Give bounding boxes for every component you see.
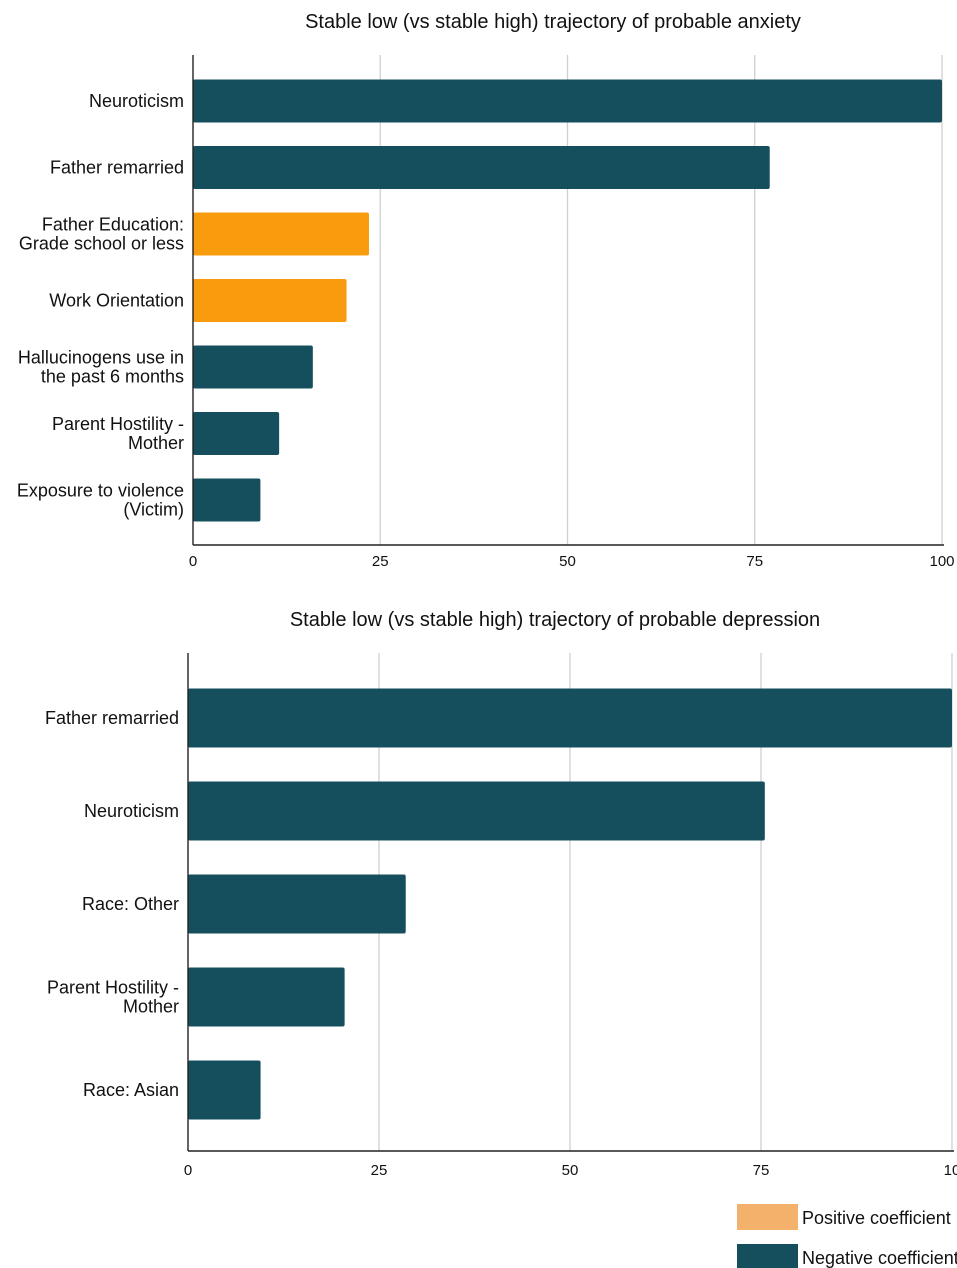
bar [193, 478, 261, 522]
category-label: Father remarried [45, 708, 179, 728]
x-tick-label: 0 [184, 1162, 192, 1179]
legend-swatch-negative [737, 1244, 798, 1268]
legend-label: Negative coefficient [802, 1248, 957, 1268]
depression-chart: Stable low (vs stable high) trajectory o… [45, 609, 957, 1179]
legend-label: Positive coefficient [802, 1208, 951, 1228]
category-label: Work Orientation [49, 291, 184, 311]
x-tick-label: 75 [753, 1162, 770, 1179]
x-tick-label: 50 [559, 553, 576, 570]
x-tick-label: 100 [929, 553, 954, 570]
bar [188, 967, 345, 1027]
bar [193, 279, 347, 322]
category-label: Neuroticism [89, 91, 184, 111]
legend: Positive coefficient Negative coefficient [737, 1204, 957, 1268]
bar [188, 1060, 261, 1120]
category-label: Father remarried [50, 158, 184, 178]
x-tick-label: 0 [189, 553, 197, 570]
x-tick-label: 25 [371, 1162, 388, 1179]
x-tick-label: 25 [372, 553, 389, 570]
chart-title: Stable low (vs stable high) trajectory o… [305, 11, 801, 33]
x-tick-label: 50 [562, 1162, 579, 1179]
category-label: Race: Asian [83, 1080, 179, 1100]
x-tick-label: 10 [944, 1162, 957, 1179]
category-label: Father Education: Grade school or less [19, 215, 184, 254]
bar [188, 781, 765, 841]
category-label: Hallucinogens use in the past 6 months [18, 348, 184, 387]
category-label: Neuroticism [84, 801, 179, 821]
chart-title: Stable low (vs stable high) trajectory o… [290, 609, 820, 631]
bar [193, 412, 280, 455]
legend-swatch-positive [737, 1204, 798, 1230]
x-tick-label: 75 [746, 553, 763, 570]
bar [188, 874, 406, 934]
bar [188, 688, 952, 748]
anxiety-chart: Stable low (vs stable high) trajectory o… [17, 11, 955, 570]
category-label: Parent Hostility -Mother [52, 414, 184, 453]
bar [193, 345, 313, 389]
bar [193, 212, 370, 256]
category-label: Race: Other [82, 894, 179, 914]
bar [193, 146, 770, 189]
category-label: Exposure to violence (Victim) [17, 481, 184, 520]
category-label: Parent Hostility -Mother [47, 978, 179, 1017]
bar [193, 79, 942, 123]
